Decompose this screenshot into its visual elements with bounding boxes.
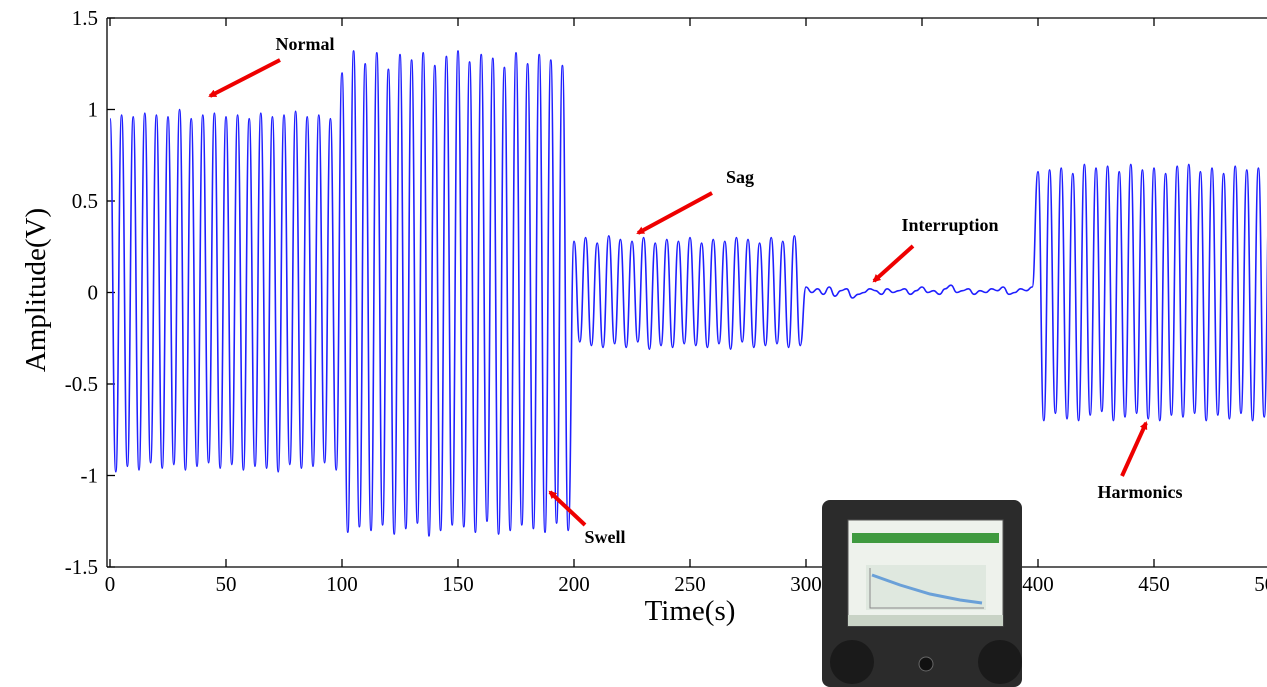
annotation-arrows	[208, 58, 1148, 527]
y-tick-label: 0.5	[72, 189, 98, 213]
annotation: Swell	[584, 527, 625, 547]
x-tick-label: 300	[790, 572, 822, 596]
x-axis-label: Time(s)	[645, 595, 736, 627]
x-tick-label: 100	[326, 572, 358, 596]
screen-chart	[866, 565, 986, 610]
annotation: Sag	[726, 167, 754, 187]
screen-trace	[871, 573, 983, 605]
y-tick-label: -1.5	[65, 555, 98, 579]
screen-axis	[869, 568, 984, 609]
arrow	[208, 58, 281, 98]
waveform-line	[109, 50, 1267, 537]
y-axis-label: Amplitude(V)	[20, 208, 52, 372]
x-tick-label: 250	[674, 572, 706, 596]
y-tick-label: 1.5	[72, 6, 98, 30]
arrow	[636, 191, 713, 235]
device-button	[918, 656, 934, 672]
x-tick-label: 500	[1254, 572, 1267, 596]
x-tick-label: 200	[558, 572, 590, 596]
device-photo	[822, 500, 1022, 687]
annotation: Interruption	[901, 215, 998, 235]
x-tick-label: 50	[216, 572, 237, 596]
x-tick-label: 150	[442, 572, 474, 596]
device-knob	[830, 640, 874, 684]
x-tick-label: 0	[105, 572, 116, 596]
y-tick-label: -0.5	[65, 372, 98, 396]
arrow	[1120, 421, 1148, 477]
screen-nav	[848, 615, 1003, 626]
screen-bar	[852, 533, 999, 543]
x-tick-label: 450	[1138, 572, 1170, 596]
y-tick-label: -1	[81, 464, 99, 488]
annotation: Normal	[276, 34, 335, 54]
annotation: Harmonics	[1098, 482, 1183, 502]
arrow	[548, 490, 587, 527]
y-tick-label: 0	[88, 281, 99, 305]
x-tick-label: 400	[1022, 572, 1054, 596]
y-tick-label: 1	[88, 98, 99, 122]
device-knob	[978, 640, 1022, 684]
arrow	[872, 244, 915, 283]
